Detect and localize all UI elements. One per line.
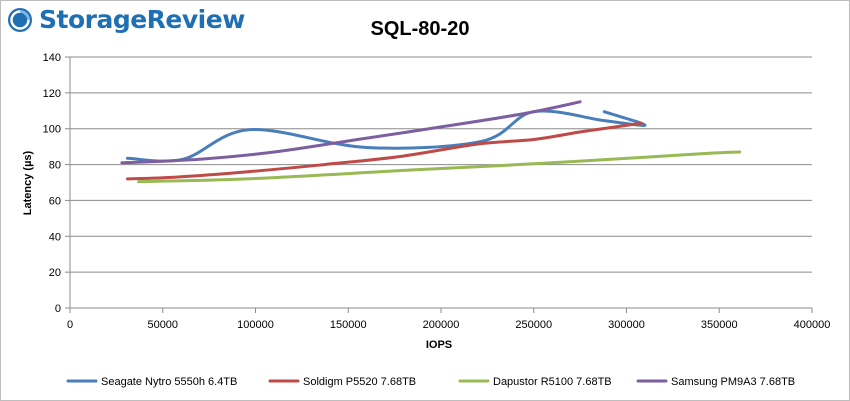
logo-text: StorageReview: [39, 5, 245, 34]
logo: StorageReview: [7, 5, 245, 34]
x-tick-label: 50000: [147, 319, 178, 331]
y-tick-label: 100: [43, 124, 61, 136]
x-tick-label: 250000: [515, 319, 552, 331]
legend-label: Dapustor R5100 7.68TB: [493, 376, 612, 388]
x-tick-label: 400000: [794, 319, 831, 331]
y-axis-label: Latency (µs): [22, 150, 34, 215]
y-tick-label: 40: [49, 231, 61, 243]
legend-entry-1: Seagate Nytro 5550h 6.4TB: [66, 376, 237, 388]
y-tick-label: 80: [49, 160, 61, 172]
y-tick-label: 140: [43, 52, 61, 64]
legend-entry-4: Samsung PM9A3 7.68TB: [636, 376, 795, 388]
x-tick-label: 0: [67, 319, 73, 331]
series-line-2: [126, 121, 643, 181]
y-tick-label: 60: [49, 195, 61, 207]
legend-entry-2: Soldigm P5520 7.68TB: [268, 376, 416, 388]
x-tick-label: 150000: [330, 319, 367, 331]
chart-title: SQL-80-20: [371, 18, 470, 40]
y-tick-label: 0: [55, 303, 61, 315]
x-tick-label: 100000: [237, 319, 274, 331]
legend-label: Soldigm P5520 7.68TB: [303, 376, 416, 388]
y-tick-label: 20: [49, 267, 61, 279]
x-axis-label: IOPS: [426, 339, 452, 351]
legend-entry-3: Dapustor R5100 7.68TB: [458, 376, 612, 388]
legend-label: Seagate Nytro 5550h 6.4TB: [101, 376, 237, 388]
x-tick-label: 200000: [423, 319, 460, 331]
x-tick-label: 300000: [608, 319, 645, 331]
y-tick-label: 120: [43, 88, 61, 100]
storagereview-logo-icon: [8, 7, 32, 32]
series-line-3: [137, 150, 742, 184]
series-line-4: [120, 100, 582, 165]
legend-label: Samsung PM9A3 7.68TB: [671, 376, 795, 388]
x-tick-label: 350000: [701, 319, 738, 331]
